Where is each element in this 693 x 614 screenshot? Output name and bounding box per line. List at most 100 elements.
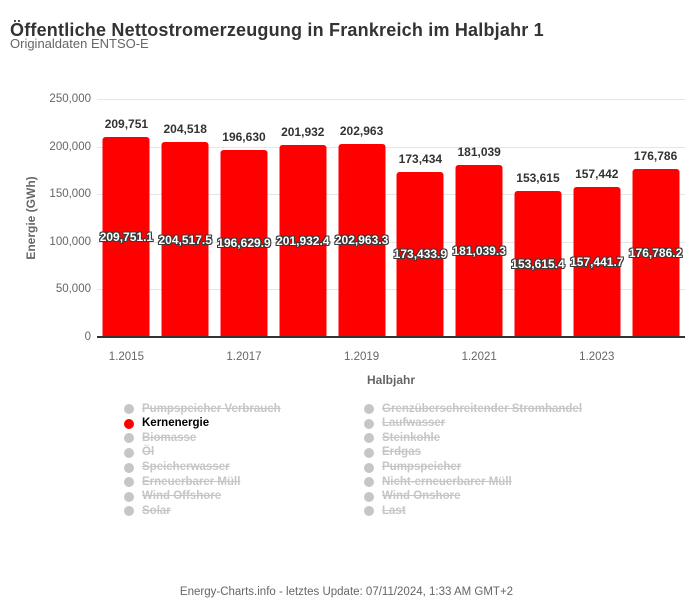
bar-1.2020[interactable]: 173,434 173,433.9 — [393, 152, 448, 337]
legend-item-erdgas[interactable]: Erdgas — [364, 446, 582, 461]
bar-inner-value-label: 196,629.9 — [217, 236, 271, 251]
y-tick-label: 50,000 — [55, 283, 91, 296]
x-tick-label — [273, 351, 332, 363]
legend-item-steinkohle[interactable]: Steinkohle — [364, 431, 582, 446]
x-tick-label: 1.2023 — [579, 351, 615, 363]
bar-value-label: 173,434 — [398, 151, 443, 166]
legend-item-biomasse[interactable]: Biomasse — [124, 431, 281, 446]
bar-value-label: 157,442 — [575, 167, 619, 182]
legend-dot-icon — [364, 418, 374, 429]
legend-dot-icon — [364, 462, 374, 473]
legend-item-kernenergie[interactable]: Kernenergie — [124, 417, 281, 432]
bar-1.2024[interactable]: 176,786 176,786.2 — [628, 149, 683, 337]
y-tick-label: 200,000 — [49, 140, 91, 153]
legend-dot-icon — [124, 462, 134, 473]
bar-1.2023[interactable]: 157,442 157,441.7 — [570, 167, 624, 337]
bar-inner-value-label: 201,932.4 — [276, 233, 330, 248]
bar-slot: 157,442 157,441.7 — [567, 99, 626, 337]
x-tick-label: 1.2021 — [461, 351, 497, 363]
bar-slot: 202,963 202,963.3 — [332, 99, 391, 337]
legend-item-grenz-berschreitender-stromhandel[interactable]: Grenzüberschreitender Stromhandel — [364, 402, 582, 417]
y-axis-ticks: 250,000 200,000 150,000 100,000 50,000 0 — [0, 93, 91, 343]
y-tick-label: 150,000 — [49, 188, 91, 201]
bar-slot: 181,039 181,039.3 — [450, 99, 509, 337]
bar-value-label: 204,518 — [163, 122, 207, 137]
gridline — [97, 146, 685, 148]
x-tick-label — [156, 351, 215, 363]
bar-inner-value-label: 181,039.3 — [452, 243, 506, 258]
legend-item-label: Nicht-erneuerbarer Müll — [382, 475, 512, 488]
x-tick-label: 1.2015 — [108, 351, 144, 363]
bar-value-label: 181,039 — [457, 144, 501, 159]
plot-area: 209,751 209,751.1 204,518 204,517.5 196,630 1… — [97, 99, 685, 338]
bar-value-label: 176,786 — [633, 148, 678, 163]
y-tick-label: 0 — [84, 331, 91, 343]
x-axis-title: Halbjahr — [366, 373, 415, 387]
legend-item-solar[interactable]: Solar — [124, 504, 281, 519]
legend-dot-icon — [124, 506, 134, 517]
legend-item-pumpspeicher[interactable]: Pumpspeicher — [364, 460, 582, 475]
legend-item-erneuerbarer-m-ll[interactable]: Erneuerbarer Müll — [124, 475, 281, 490]
legend-dot-icon — [124, 477, 134, 488]
bar-1.2016[interactable]: 204,518 204,517.5 — [158, 122, 212, 337]
legend-item-label: Kernenergie — [142, 417, 210, 430]
bar-inner-value-label: 204,517.5 — [158, 232, 212, 247]
legend-item-label: Solar — [142, 504, 171, 517]
bar-series-kernenergie: 209,751 209,751.1 204,518 204,517.5 196,630 1… — [97, 99, 685, 337]
legend-dot-icon — [364, 433, 374, 444]
legend-dot-icon — [124, 418, 134, 429]
legend-item-l[interactable]: Öl — [124, 446, 281, 461]
x-tick-label: 1.2017 — [226, 351, 262, 363]
legend-item-wind-onshore[interactable]: Wind Onshore — [364, 490, 582, 505]
legend-item-speicherwasser[interactable]: Speicherwasser — [124, 460, 281, 475]
bar-value-label: 153,615 — [516, 170, 560, 185]
legend-item-label: Laufwasser — [382, 417, 446, 430]
gridline — [97, 289, 685, 291]
x-tick-label — [626, 351, 685, 363]
legend-item-label: Wind Offshore — [142, 490, 222, 503]
bar-slot: 209,751 209,751.1 — [97, 99, 156, 337]
bar-inner-value-label: 173,433.9 — [393, 247, 448, 262]
legend-dot-icon — [124, 404, 134, 415]
bar-value-label: 202,963 — [339, 123, 384, 138]
bar-slot: 201,932 201,932.4 — [273, 99, 332, 337]
legend-item-label: Pumpspeicher Verbrauch — [142, 402, 281, 415]
legend-item-wind-offshore[interactable]: Wind Offshore — [124, 490, 281, 505]
legend-item-nicht-erneuerbarer-m-ll[interactable]: Nicht-erneuerbarer Müll — [364, 475, 582, 490]
legend-item-laufwasser[interactable]: Laufwasser — [364, 417, 582, 432]
legend-item-pumpspeicher-verbrauch[interactable]: Pumpspeicher Verbrauch — [124, 402, 281, 417]
bar-1.2022[interactable]: 153,615 153,615.4 — [511, 171, 565, 337]
bar-1.2015[interactable]: 209,751 209,751.1 — [99, 117, 154, 337]
bar-1.2021[interactable]: 181,039 181,039.3 — [452, 145, 506, 337]
bar-inner-value-label: 209,751.1 — [99, 230, 154, 245]
bar-slot: 204,518 204,517.5 — [156, 99, 215, 337]
bar-1.2018[interactable]: 201,932 201,932.4 — [276, 125, 330, 337]
bar-inner-value-label: 202,963.3 — [334, 233, 389, 248]
gridline — [97, 194, 685, 196]
bar-value-label: 209,751 — [104, 117, 149, 132]
bar-inner-value-label: 153,615.4 — [511, 256, 565, 271]
legend-column-1: Pumpspeicher Verbrauch Kernenergie Biomass… — [124, 402, 281, 519]
bar-inner-value-label: 157,441.7 — [570, 255, 624, 270]
bar-1.2017[interactable]: 196,630 196,629.9 — [217, 130, 271, 337]
footer-credit: Energy-Charts.info - letztes Update: 07/… — [179, 586, 514, 598]
legend-dot-icon — [124, 433, 134, 444]
legend-dot-icon — [364, 477, 374, 488]
legend-item-label: Last — [382, 504, 406, 517]
bar-value-label: 196,630 — [222, 129, 266, 144]
x-axis-line — [97, 336, 685, 338]
bar-slot: 173,434 173,433.9 — [391, 99, 450, 337]
bar-slot: 153,615 153,615.4 — [509, 99, 568, 337]
y-tick-label: 100,000 — [49, 235, 91, 248]
page-title: Öffentliche Nettostromerzeugung in Frank… — [10, 20, 544, 41]
bar-1.2019[interactable]: 202,963 202,963.3 — [334, 124, 389, 337]
legend-item-label: Erneuerbarer Müll — [142, 475, 241, 488]
legend-item-last[interactable]: Last — [364, 504, 582, 519]
gridline — [97, 99, 685, 100]
bar-value-label: 201,932 — [281, 124, 325, 139]
legend-item-label: Wind Onshore — [382, 490, 461, 503]
y-tick-label: 250,000 — [49, 93, 91, 105]
x-axis-ticks: 1.2015 1.2017 1.2019 1.2021 1.2023 — [97, 351, 685, 363]
x-tick-label — [391, 351, 450, 363]
bar-inner-value-label: 176,786.2 — [628, 245, 683, 260]
